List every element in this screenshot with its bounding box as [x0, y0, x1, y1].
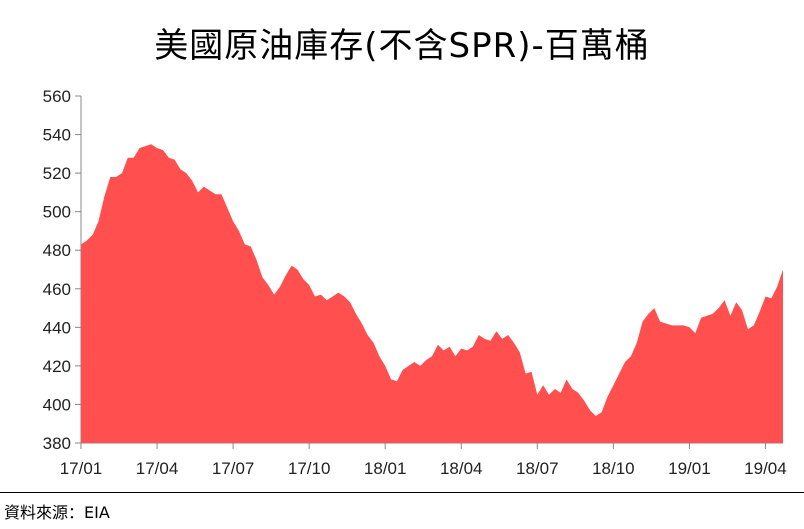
y-tick-label: 540	[43, 126, 71, 145]
y-tick-label: 440	[43, 318, 71, 337]
x-axis: 17/01 17/04 17/07 17/10 18/01 18/04 18/07 18/10…	[60, 442, 787, 478]
x-tick-label: 18/10	[592, 459, 635, 478]
x-tick-label: 19/04	[744, 459, 787, 478]
x-tick-label: 17/07	[212, 459, 255, 478]
y-tick-label: 520	[43, 164, 71, 183]
x-tick-label: 19/01	[668, 459, 711, 478]
y-tick-label: 400	[43, 395, 71, 414]
x-tick-label: 18/07	[516, 459, 559, 478]
x-tick-label: 17/10	[288, 459, 331, 478]
y-tick-label: 380	[43, 434, 71, 453]
y-tick-label: 480	[43, 241, 71, 260]
x-tick-label: 18/01	[364, 459, 407, 478]
x-tick-label: 18/04	[440, 459, 483, 478]
y-tick-label: 460	[43, 280, 71, 299]
source-note: 資料來源：EIA	[4, 503, 110, 522]
x-tick-label: 17/04	[136, 459, 179, 478]
x-tick-label: 17/01	[60, 459, 103, 478]
y-axis: 380 400 420 440 460 480 500 520 540 560	[43, 87, 82, 453]
y-tick-label: 500	[43, 203, 71, 222]
y-tick-label: 560	[43, 87, 71, 106]
inventory-area-series	[81, 144, 783, 443]
chart-title: 美國原油庫存(不含SPR)-百萬桶	[154, 26, 650, 66]
y-tick-label: 420	[43, 357, 71, 376]
source-divider	[0, 492, 804, 493]
